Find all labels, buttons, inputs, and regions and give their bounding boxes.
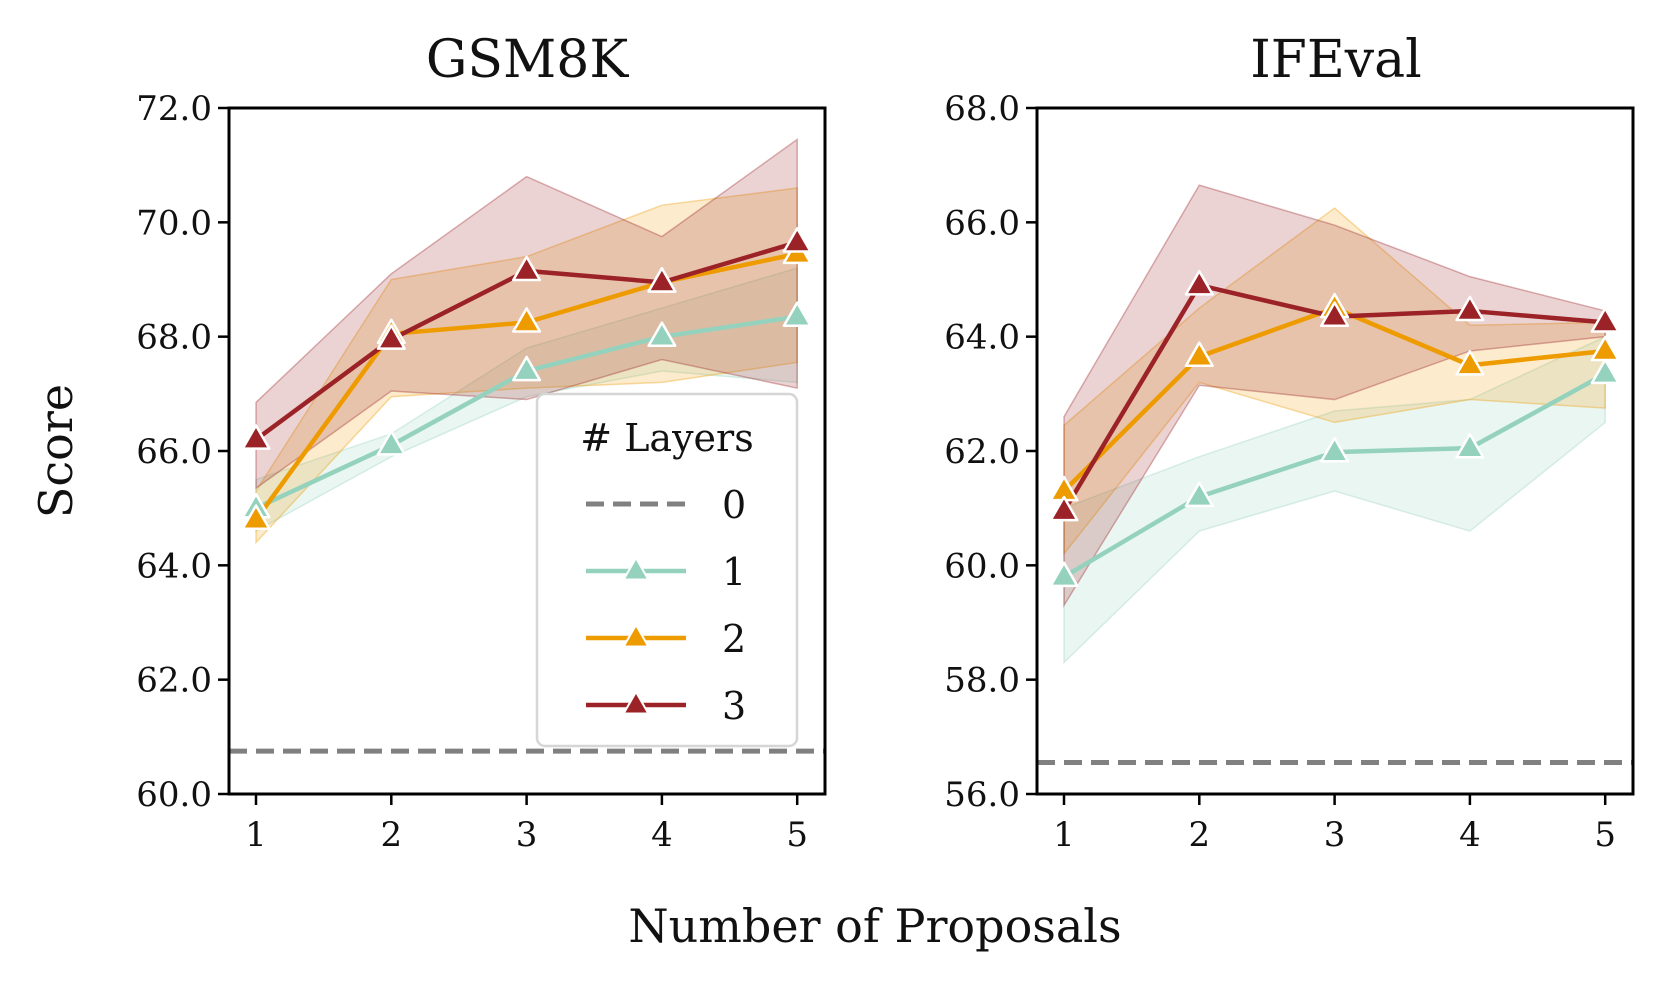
ifeval-point-series-3-x1 [1049, 495, 1079, 522]
ifeval-point-series-2-x5 [1590, 335, 1620, 362]
gsm8k-point-series-3-x1 [241, 424, 271, 450]
ifeval-point-series-1-x1 [1049, 561, 1079, 588]
ifeval-point-series-3-x5 [1590, 307, 1620, 333]
gsm8k-ytick-label: 62.0 [136, 661, 212, 701]
gsm8k-point-series-1-x5 [782, 301, 812, 328]
ifeval-xtick-label: 1 [1053, 815, 1075, 855]
gsm8k-point-series-2-x3 [512, 307, 542, 333]
gsm8k-ytick-label: 72.0 [136, 89, 212, 129]
gsm8k-ytick-label: 60.0 [136, 775, 212, 815]
ifeval-point-series-3-x4 [1455, 295, 1485, 322]
gsm8k-point-series-3-x3 [512, 255, 542, 282]
gsm8k-point-series-3-x2 [376, 324, 406, 350]
legend: # Layers 0 1 2 3 [535, 392, 799, 748]
ifeval-ytick-label: 58.0 [944, 661, 1020, 701]
gsm8k-xtick-label: 5 [786, 815, 808, 855]
legend-label-1: 1 [722, 550, 746, 594]
gsm8k-point-series-2-x1 [241, 504, 271, 530]
legend-marker-2 [621, 622, 651, 648]
x-axis-label: Number of Proposals [628, 899, 1121, 953]
gsm8k-point-series-3-x4 [647, 267, 677, 293]
ifeval-ytick-label: 60.0 [944, 546, 1020, 586]
ifeval-point-series-3-x3 [1320, 301, 1350, 328]
ifeval-point-series-3-x2 [1184, 269, 1214, 296]
ifeval-point-series-1-x3 [1320, 436, 1350, 463]
ifeval-point-series-1-x5 [1590, 358, 1620, 385]
legend-marker-1 [621, 555, 651, 581]
gsm8k-xtick-label: 2 [380, 815, 402, 855]
gsm8k-ytick-label: 70.0 [136, 203, 212, 243]
legend-title: # Layers [580, 416, 753, 460]
ifeval-ytick-label: 68.0 [944, 89, 1020, 129]
ifeval-xtick-label: 4 [1459, 815, 1481, 855]
chart-title-ifeval: IFEval [1250, 30, 1422, 90]
gsm8k-xtick-label: 1 [245, 815, 267, 855]
ifeval-point-series-2-x2 [1184, 341, 1214, 368]
gsm8k-xtick-label: 3 [516, 815, 538, 855]
ifeval-xtick-label: 3 [1324, 815, 1346, 855]
ifeval-ytick-label: 64.0 [944, 318, 1020, 358]
ifeval-xtick-label: 2 [1188, 815, 1210, 855]
ifeval-band-series-2 [1063, 207, 1606, 557]
gsm8k-panel: 60.0 62.0 64.0 66.0 68.0 70.0 72.0 1 2 3 4 5 [136, 89, 827, 855]
gsm8k-ytick-label: 68.0 [136, 318, 212, 358]
gsm8k-point-series-1-x4 [647, 321, 677, 348]
gsm8k-xtick-label: 4 [651, 815, 673, 855]
gsm8k-point-series-3-x5 [782, 227, 812, 253]
gsm8k-point-series-1-x3 [512, 355, 542, 382]
ifeval-ytick-label: 56.0 [944, 775, 1020, 815]
ifeval-band-series-1 [1063, 335, 1606, 665]
y-axis-label: Score [29, 384, 83, 518]
gsm8k-point-series-1-x2 [376, 430, 406, 456]
ifeval-point-series-1-x2 [1184, 481, 1214, 508]
ifeval-xtick-label: 5 [1594, 815, 1616, 855]
ifeval-point-series-2-x4 [1455, 350, 1485, 376]
ifeval-ytick-label: 62.0 [944, 432, 1020, 472]
gsm8k-ytick-label: 64.0 [136, 546, 212, 586]
gsm8k-ytick-label: 66.0 [136, 432, 212, 472]
legend-marker-3 [621, 689, 651, 715]
legend-label-3: 3 [722, 684, 746, 728]
ifeval-panel: 56.0 58.0 60.0 62.0 64.0 66.0 68.0 1 2 3 4 5 [944, 89, 1635, 855]
chart-title-gsm8k: GSM8K [426, 30, 629, 90]
ifeval-ytick-label: 66.0 [944, 203, 1020, 243]
ifeval-point-series-1-x4 [1455, 432, 1485, 459]
legend-label-0: 0 [722, 483, 746, 527]
legend-label-2: 2 [722, 617, 746, 661]
